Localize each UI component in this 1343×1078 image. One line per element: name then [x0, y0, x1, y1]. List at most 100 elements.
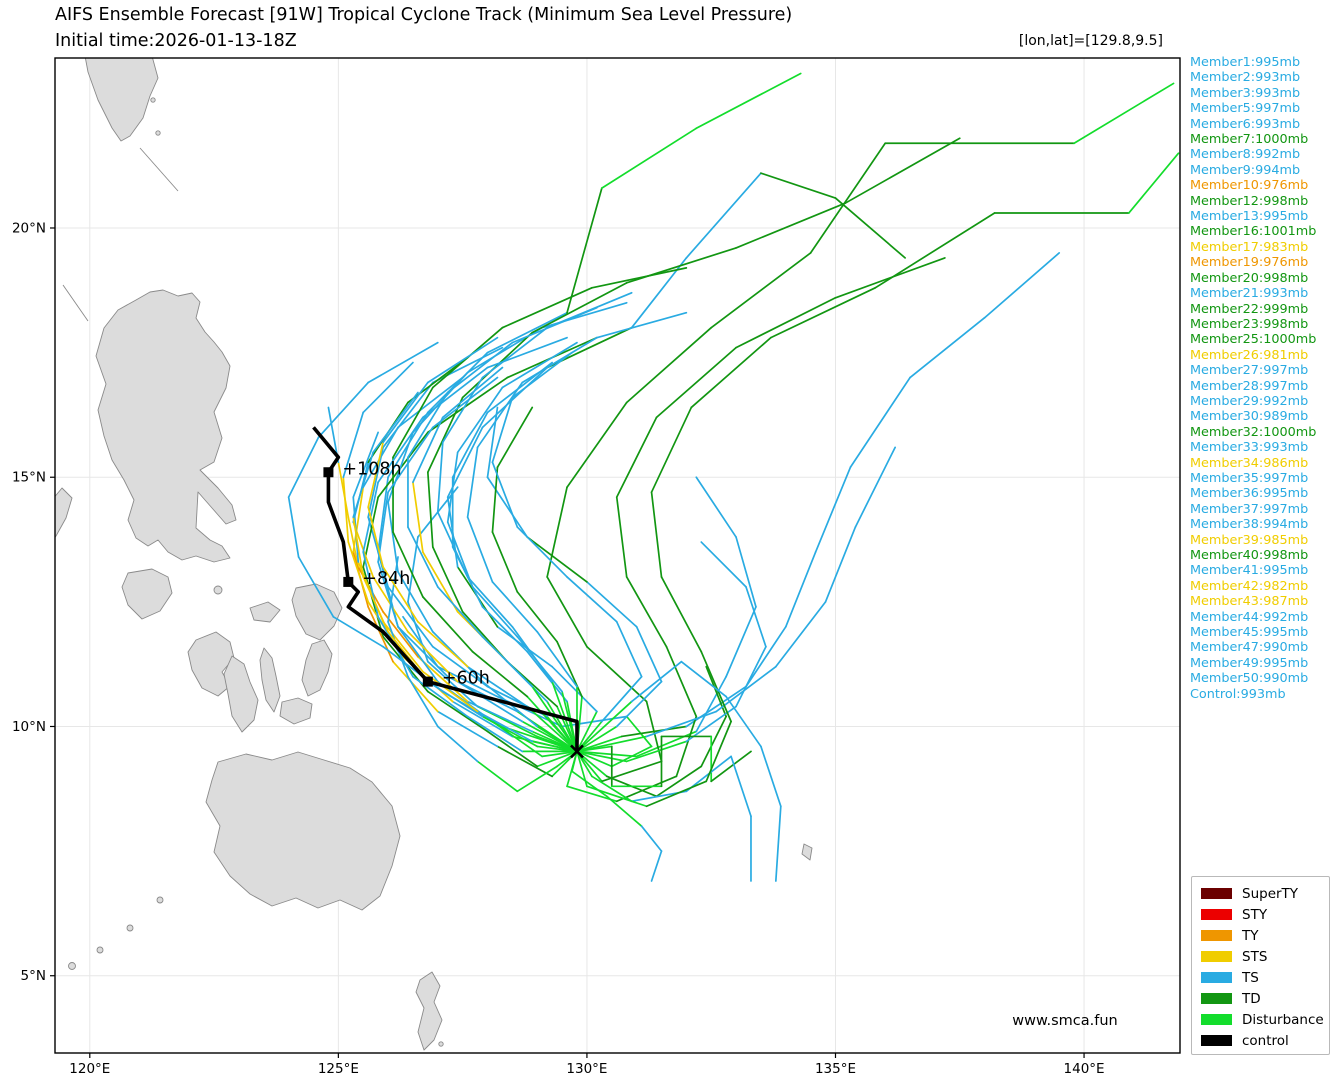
landmass-taiwan [84, 58, 159, 142]
x-tick-label: 135°E [815, 1061, 856, 1077]
track-segment [511, 351, 573, 399]
track-segment [526, 695, 578, 753]
track-segment [650, 491, 663, 578]
member-list-item: Member5:997mb [1190, 101, 1301, 117]
track-segment [735, 536, 757, 608]
member-list-item: Member2:993mb [1190, 70, 1301, 86]
track-segment [660, 576, 703, 653]
track-segment [650, 850, 663, 882]
track-segment [760, 172, 837, 199]
track-segment [735, 645, 767, 708]
legend-row: TD [1192, 988, 1329, 1009]
track-segment [546, 291, 633, 329]
member-list-item: Member37:997mb [1190, 501, 1309, 517]
landmass-luzon [95, 289, 237, 563]
track-segment [834, 197, 906, 259]
track-segment [436, 511, 469, 578]
track-segment [745, 625, 787, 688]
track-segment [730, 755, 752, 818]
member-list-item: Member9:994mb [1190, 162, 1301, 178]
track-segment [476, 710, 534, 743]
track-segment [710, 750, 752, 783]
forecast-hour-label: +84h [362, 569, 410, 589]
track-segment [516, 765, 558, 793]
track-member42 [367, 336, 578, 753]
track-segment [635, 625, 663, 683]
landmass-islet [155, 130, 161, 136]
track-segment [382, 620, 424, 673]
track-segment [536, 630, 578, 688]
track-segment [367, 441, 384, 508]
track-segment [536, 750, 578, 768]
legend-row: STS [1192, 946, 1329, 967]
track-segment [491, 531, 519, 593]
track-member38 [362, 336, 578, 753]
member-list-item: Member12:998mb [1190, 193, 1309, 209]
track-segment [481, 715, 539, 748]
member-list-item: Member1:995mb [1190, 55, 1301, 70]
track-segment [561, 715, 628, 728]
track-segment [392, 531, 424, 598]
genesis-x-marker [570, 744, 584, 759]
track-segment [983, 252, 1061, 319]
track-segment [615, 775, 678, 803]
track-segment [600, 127, 698, 189]
island-chain-stroke [139, 147, 179, 192]
track-segment [576, 750, 613, 768]
track-segment [576, 700, 633, 753]
track-segment [352, 486, 365, 553]
track-segment [476, 760, 519, 793]
track-segment [451, 411, 489, 479]
track-segment [695, 476, 737, 538]
legend-row: Disturbance [1192, 1009, 1329, 1030]
track-segment [566, 187, 603, 314]
track-member29 [287, 341, 578, 753]
landmass-sulu-islet [96, 946, 104, 954]
legend-row: STY [1192, 904, 1329, 925]
track-segment [695, 675, 727, 733]
member-list-item: Member6:993mb [1190, 116, 1301, 132]
track-segment [466, 516, 494, 583]
track-segment [412, 416, 444, 484]
legend-swatch-sts [1201, 951, 1232, 962]
track-segment [342, 411, 365, 479]
track-segment [571, 750, 578, 773]
track-segment [417, 620, 469, 668]
track-segment [625, 326, 713, 404]
landmass-negros [223, 655, 259, 733]
track-segment [536, 745, 578, 753]
track-segment [640, 825, 663, 852]
track-segment [407, 526, 439, 588]
legend-row: control [1192, 1030, 1329, 1051]
track-segment [655, 346, 737, 419]
legend-label: TS [1242, 969, 1259, 986]
member-list-item: Member33:993mb [1190, 440, 1309, 456]
track-segment [501, 725, 578, 753]
track-segment [546, 576, 588, 648]
track-segment [526, 536, 588, 583]
track-segment [605, 795, 643, 828]
track-segment [347, 516, 360, 568]
member-list-item: Member32:1000mb [1190, 424, 1317, 440]
track-segment [431, 546, 464, 613]
track-segment [352, 451, 375, 518]
track-segment [352, 431, 379, 499]
track-segment [774, 805, 782, 882]
track-segment [700, 541, 747, 588]
member-list-item: Member50:990mb [1190, 671, 1309, 687]
track-segment [745, 586, 767, 648]
track-segment [655, 765, 703, 798]
track-segment [824, 526, 857, 603]
track-segment [392, 386, 434, 459]
forecast-hour-marker [422, 676, 433, 687]
legend-row: SuperTY [1192, 883, 1329, 904]
island-chain-stroke [62, 284, 89, 322]
legend-swatch-ts [1201, 972, 1232, 983]
track-segment [854, 446, 896, 528]
page-title: AIFS Ensemble Forecast [91W] Tropical Cy… [55, 5, 793, 25]
track-segment [481, 366, 549, 429]
track-segment [287, 436, 320, 499]
track-member40 [576, 152, 1180, 808]
y-tick-label: 20°N [12, 220, 46, 236]
